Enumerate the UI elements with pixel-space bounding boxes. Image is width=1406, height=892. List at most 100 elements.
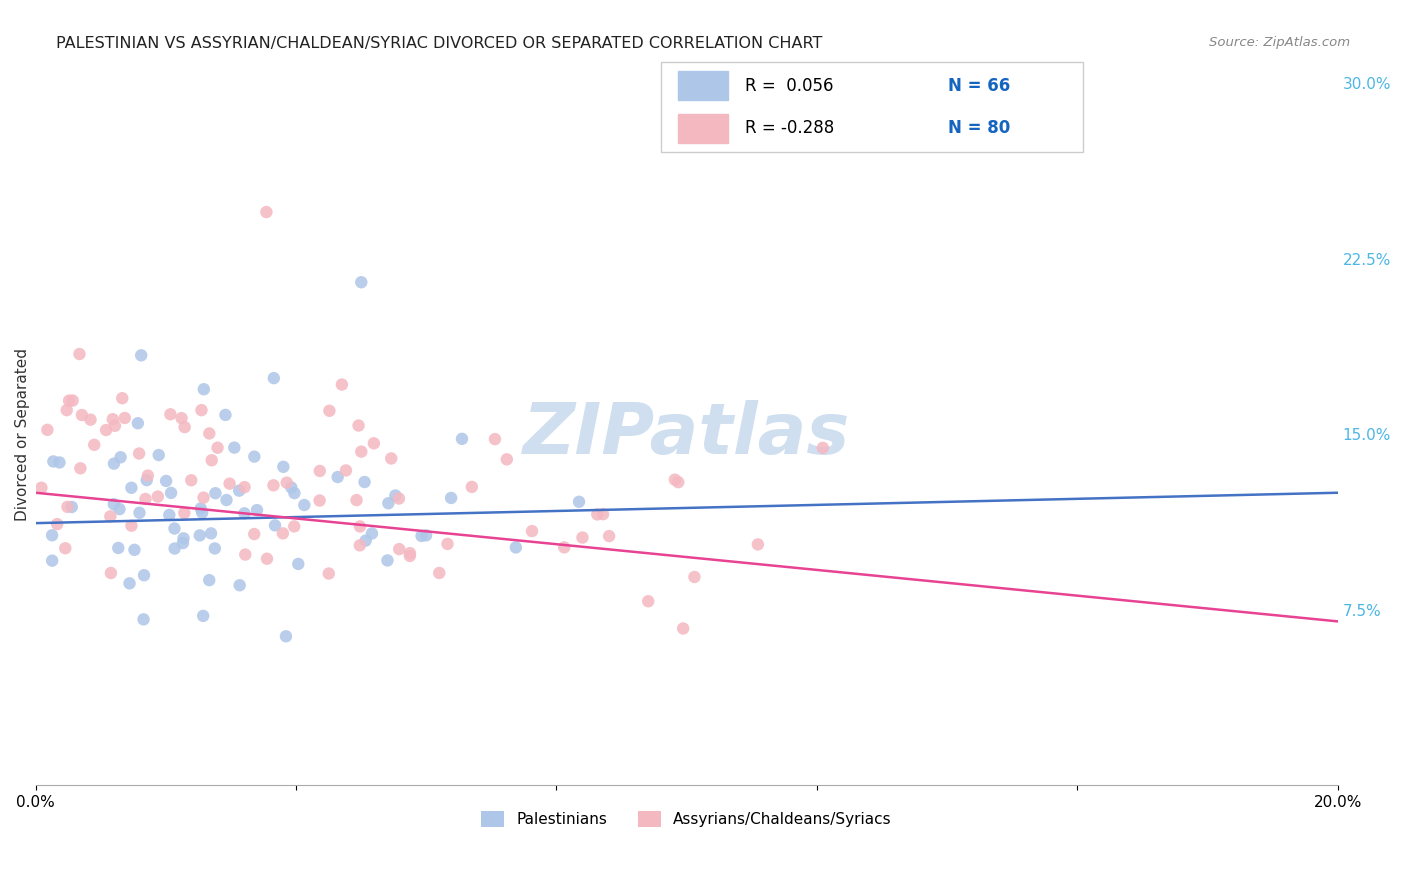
Point — [157, 508, 180, 522]
Point — [664, 473, 686, 487]
Point — [103, 497, 125, 511]
Point — [100, 566, 122, 580]
Text: ZIPatlas: ZIPatlas — [523, 400, 851, 469]
Point — [243, 450, 266, 464]
Point — [349, 538, 371, 552]
Point — [159, 407, 181, 421]
Point — [280, 480, 302, 494]
Point — [193, 382, 215, 396]
Point — [335, 463, 357, 477]
Point — [283, 486, 305, 500]
Point — [120, 481, 142, 495]
Point — [399, 549, 422, 563]
Point — [190, 403, 212, 417]
Point — [505, 541, 527, 555]
Point — [592, 507, 614, 521]
Point — [388, 491, 411, 506]
Point — [60, 500, 83, 514]
Point — [287, 557, 309, 571]
Point — [308, 464, 330, 478]
Point — [411, 529, 433, 543]
Point — [350, 444, 373, 458]
Point — [388, 542, 411, 557]
Point — [129, 348, 152, 362]
Point — [377, 496, 399, 510]
Point — [380, 451, 402, 466]
Point — [384, 488, 406, 502]
Point — [110, 450, 132, 465]
Text: Source: ZipAtlas.com: Source: ZipAtlas.com — [1209, 36, 1350, 49]
Legend: Palestinians, Assyrians/Chaldeans/Syriacs: Palestinians, Assyrians/Chaldeans/Syriac… — [475, 805, 898, 834]
Point — [598, 529, 620, 543]
Point — [262, 478, 284, 492]
Point — [461, 480, 484, 494]
Point — [146, 490, 169, 504]
Point — [120, 518, 142, 533]
Point — [62, 393, 84, 408]
Point — [637, 594, 659, 608]
Point — [37, 423, 59, 437]
FancyBboxPatch shape — [661, 62, 1083, 152]
Point — [48, 455, 70, 469]
Point — [124, 542, 146, 557]
Point — [204, 541, 226, 556]
Point — [399, 546, 422, 560]
Text: N = 80: N = 80 — [948, 120, 1010, 137]
Point — [83, 438, 105, 452]
Point — [42, 454, 65, 468]
Point — [427, 566, 450, 580]
Y-axis label: Divorced or Separated: Divorced or Separated — [15, 348, 30, 521]
Point — [292, 498, 315, 512]
Point — [94, 423, 117, 437]
Point — [69, 461, 91, 475]
Point — [264, 518, 287, 533]
Point — [98, 509, 121, 524]
Point — [354, 533, 377, 548]
Point — [114, 411, 136, 425]
Point — [215, 493, 238, 508]
Point — [134, 491, 156, 506]
Point — [118, 576, 141, 591]
Point — [233, 480, 256, 494]
Point — [107, 541, 129, 555]
Point — [70, 408, 93, 422]
Point — [318, 566, 340, 581]
Point — [173, 506, 195, 520]
Point — [811, 441, 834, 455]
Point — [361, 526, 384, 541]
Point — [484, 432, 506, 446]
Point — [283, 519, 305, 533]
Point — [568, 495, 591, 509]
Point — [274, 629, 297, 643]
Point — [132, 568, 155, 582]
Point — [41, 554, 63, 568]
Point — [135, 473, 157, 487]
Point — [69, 347, 91, 361]
Point — [30, 481, 52, 495]
Point — [101, 412, 124, 426]
Point — [451, 432, 474, 446]
Text: R =  0.056: R = 0.056 — [745, 77, 834, 95]
Point — [58, 393, 80, 408]
Point — [224, 441, 246, 455]
Point — [318, 404, 340, 418]
Point — [440, 491, 463, 505]
Point — [273, 459, 295, 474]
Point — [41, 528, 63, 542]
Point — [350, 275, 373, 289]
Point — [204, 486, 226, 500]
Point — [190, 501, 212, 516]
Point — [263, 371, 285, 385]
Point — [136, 468, 159, 483]
Point — [207, 441, 229, 455]
Point — [128, 506, 150, 520]
Point — [191, 506, 214, 520]
Point — [246, 503, 269, 517]
Point — [276, 475, 298, 490]
Point — [103, 457, 125, 471]
Point — [155, 474, 177, 488]
Point — [415, 528, 437, 542]
Point — [218, 476, 240, 491]
Point — [198, 573, 221, 587]
Point — [330, 377, 353, 392]
